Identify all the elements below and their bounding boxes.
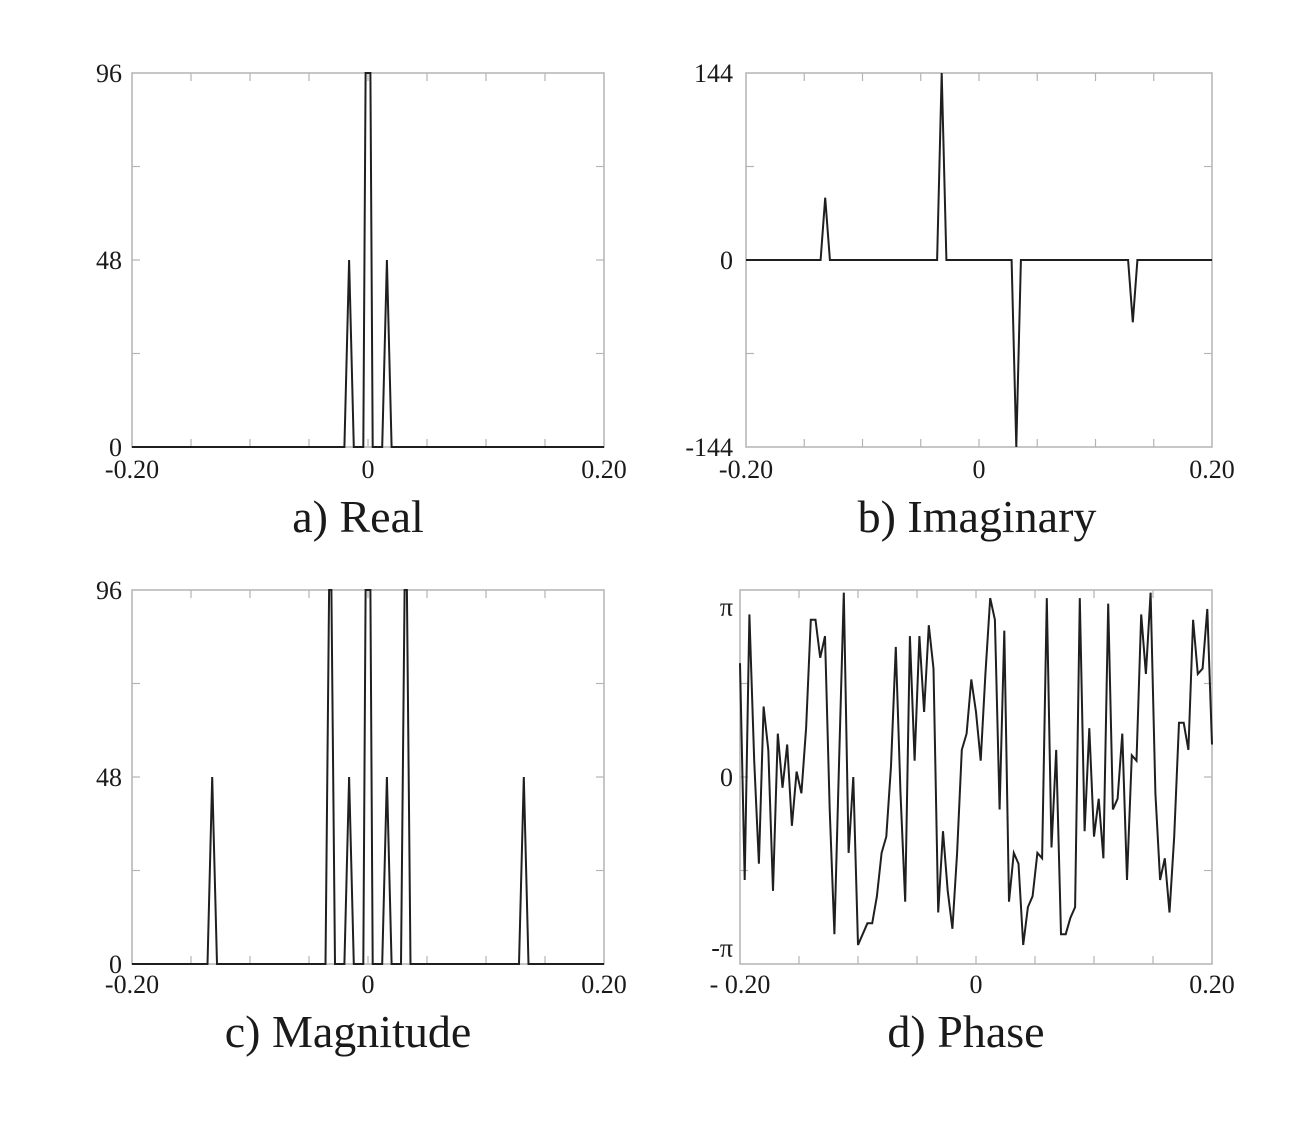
imaginary-y-tick-label: -144 [685, 433, 733, 462]
phase-y-tick-label: 0 [720, 763, 733, 792]
phase-x-tick-label: 0 [970, 970, 983, 999]
magnitude-caption: c) Magnitude [225, 1006, 472, 1057]
imaginary-y-tick-label: 144 [694, 59, 733, 88]
phase-series-line [739, 592, 1213, 946]
magnitude-series-line [132, 589, 604, 965]
phase-x-tick-label: - 0.20 [710, 970, 771, 999]
magnitude-x-tick-label: -0.20 [105, 970, 159, 999]
magnitude-x-tick-label: 0 [362, 970, 375, 999]
magnitude-x-tick-label: 0.20 [581, 970, 627, 999]
imaginary-y-tick-label: 0 [720, 246, 733, 275]
panel-imaginary: -144 0 144 -0.20 0 0.20 b) Imaginary [685, 59, 1234, 542]
magnitude-y-tick-label: 0 [109, 950, 122, 979]
real-series-line [132, 72, 604, 448]
phase-plot-frame [739, 589, 1213, 965]
phase-y-tick-label: -π [711, 933, 733, 962]
panel-phase: -π 0 π - 0.20 0 0.20 d) Phase [710, 589, 1235, 1057]
imaginary-caption: b) Imaginary [858, 491, 1097, 542]
imaginary-x-tick-label: 0.20 [1189, 455, 1235, 484]
real-y-tick-label: 48 [96, 246, 122, 275]
magnitude-y-tick-label: 48 [96, 763, 122, 792]
magnitude-plot-frame [131, 589, 605, 965]
imaginary-series-line [746, 72, 1212, 448]
imaginary-x-tick-label: -0.20 [719, 455, 773, 484]
real-x-tick-label: 0.20 [581, 455, 627, 484]
phase-caption: d) Phase [887, 1006, 1044, 1057]
real-y-tick-label: 0 [109, 433, 122, 462]
magnitude-y-tick-label: 96 [96, 576, 122, 605]
real-x-tick-label: -0.20 [105, 455, 159, 484]
real-x-tick-label: 0 [362, 455, 375, 484]
imaginary-x-tick-label: 0 [973, 455, 986, 484]
phase-y-tick-label: π [720, 593, 733, 622]
real-y-tick-label: 96 [96, 59, 122, 88]
phase-x-tick-label: 0.20 [1189, 970, 1235, 999]
real-plot-frame [131, 72, 605, 448]
real-caption: a) Real [292, 491, 424, 542]
